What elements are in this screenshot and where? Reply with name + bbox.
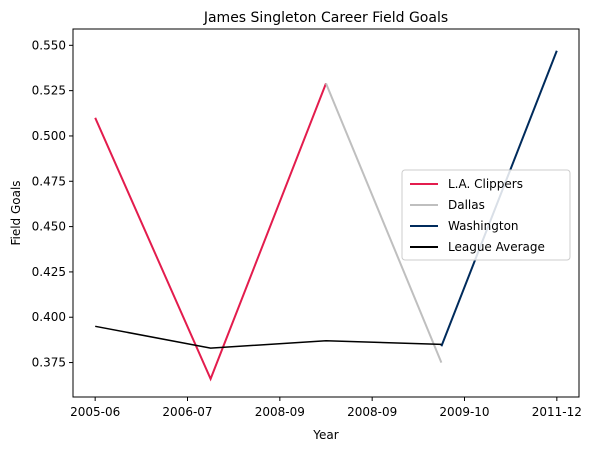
chart-title: James Singleton Career Field Goals [203,10,448,26]
series-line-1 [325,83,443,363]
y-axis-label: Field Goals [9,180,23,245]
x-tick-label: 2006-07 [162,405,212,419]
y-tick-label: 0.500 [32,129,66,143]
series-line-3 [95,325,442,349]
x-tick-label: 2009-10 [439,405,489,419]
legend-label: Dallas [448,198,485,212]
x-tick-label: 2011-12 [532,405,582,419]
series-line-0 [94,83,327,382]
y-tick-label: 0.425 [32,265,66,279]
x-tick-label: 2008-09 [255,405,305,419]
y-tick-label: 0.375 [32,356,66,370]
y-tick-label: 0.475 [32,174,66,188]
x-tick-label: 2008-09 [347,405,397,419]
plot-frame [72,28,580,398]
legend-label: League Average [448,240,545,254]
y-axis: 0.375 0.400 0.425 0.450 0.475 0.500 0.525 0.550 [32,38,73,370]
y-tick-label: 0.450 [32,220,66,234]
y-tick-label: 0.400 [32,310,66,324]
legend-box [401,169,571,261]
legend: L.A. Clippers Dallas Washington League Aver… [401,169,571,261]
x-axis-label: Year [312,428,338,442]
x-axis: 2005-06 2006-07 2008-09 2008-09 2009-10 2011-… [70,397,582,419]
y-tick-label: 0.550 [32,38,66,52]
x-tick-label: 2005-06 [70,405,120,419]
legend-label: Washington [448,219,519,233]
y-tick-label: 0.525 [32,84,66,98]
legend-label: L.A. Clippers [448,177,523,191]
